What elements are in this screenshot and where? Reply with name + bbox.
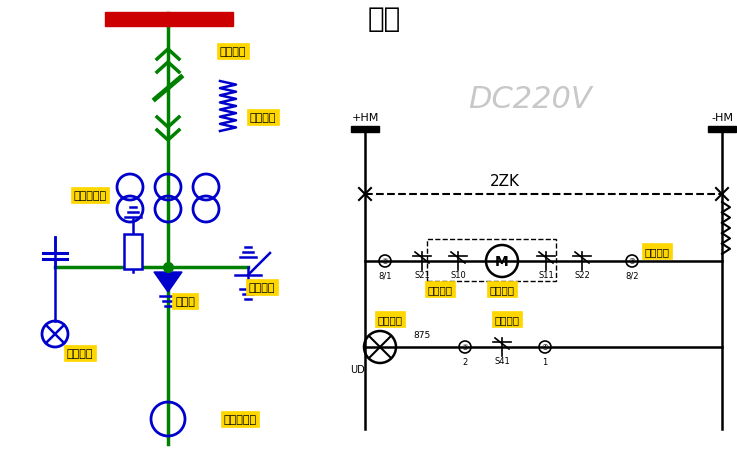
Text: 储能电机: 储能电机 [489,284,514,294]
Text: S41: S41 [494,357,510,366]
Text: ②: ② [382,257,388,266]
Text: 零序互感器: 零序互感器 [223,414,256,424]
Text: S21: S21 [414,271,430,280]
Bar [124,234,142,269]
Bar [708,127,736,133]
Text: 2ZK: 2ZK [490,173,520,188]
Text: S10: S10 [450,271,466,280]
Text: 航空插头: 航空插头 [644,247,669,257]
Text: ②: ② [461,343,469,352]
Text: DC220V: DC220V [468,86,592,114]
Text: 875: 875 [414,330,431,339]
Text: S11: S11 [538,271,554,280]
Text: 8/2: 8/2 [625,271,639,280]
Bar [427,239,556,281]
Text: UD: UD [351,364,366,374]
Text: 分闸弹簧: 分闸弹簧 [250,113,276,123]
Text: 2: 2 [462,358,467,367]
Text: 储能接点: 储能接点 [495,314,520,324]
Bar [351,127,379,133]
Text: 储能指示: 储能指示 [377,314,402,324]
Text: 接地开关: 接地开关 [249,283,275,293]
Text: 储能: 储能 [368,5,401,33]
Text: 1: 1 [542,358,548,367]
Text: 电流互感器: 电流互感器 [74,191,107,201]
Text: 8/1: 8/1 [378,271,392,280]
Text: ③: ③ [629,257,635,266]
Text: M: M [495,254,509,268]
Text: S22: S22 [574,271,590,280]
Bar [105,13,233,27]
Polygon shape [154,273,182,293]
Text: 避雷器: 避雷器 [175,296,195,306]
Text: 储能接点: 储能接点 [427,284,453,294]
Text: +HM: +HM [352,113,379,123]
Text: -HM: -HM [711,113,733,123]
Text: ④: ④ [542,343,548,352]
Text: 储能弹簧: 储能弹簧 [220,47,246,57]
Text: 带电显示: 带电显示 [67,348,94,358]
